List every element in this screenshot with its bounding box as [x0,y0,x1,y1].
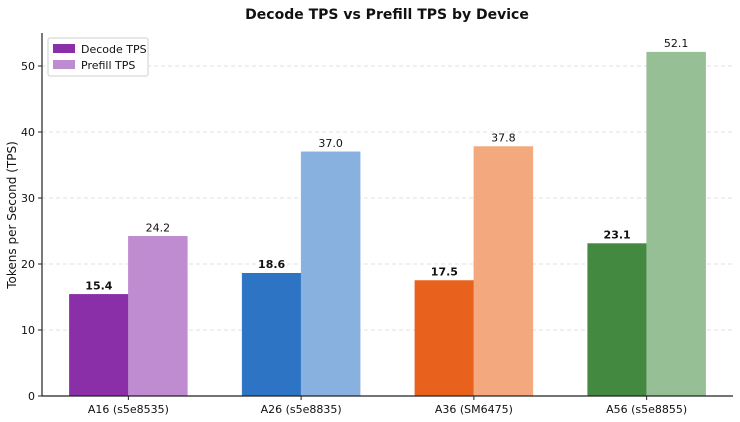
prefill-value-label: 24.2 [146,221,171,234]
bar-decode [241,272,302,397]
x-tick-label: A16 (s5e8535) [88,403,169,416]
prefill-value-label: 37.0 [318,137,343,150]
x-tick-label: A26 (s5e8835) [261,403,342,416]
y-tick-label: 40 [21,126,35,139]
value-labels: 15.4 24.2 18.6 37.0 17.5 37.8 23.1 52.1 [85,37,688,292]
y-axis-label: Tokens per Second (TPS) [5,141,19,289]
decode-value-label: 18.6 [258,258,285,271]
legend-label: Decode TPS [81,43,147,56]
legend-swatch [53,44,75,53]
x-tick-label: A36 (SM6475) [435,403,513,416]
decode-value-label: 23.1 [604,229,631,242]
y-tick-label: 20 [21,258,35,271]
prefill-value-label: 37.8 [491,132,516,145]
bar-decode [414,280,475,397]
legend: Decode TPS Prefill TPS [47,37,149,77]
y-tick-label: 50 [21,60,35,73]
chart-title: Decode TPS vs Prefill TPS by Device [245,7,529,23]
y-tick-label: 30 [21,192,35,205]
legend-label: Prefill TPS [81,59,135,72]
legend-swatch [53,60,75,69]
bar-prefill [646,51,706,397]
bar-decode [587,243,647,397]
decode-value-label: 15.4 [85,279,112,292]
bar-prefill [473,146,534,397]
decode-value-label: 17.5 [431,266,458,279]
prefill-value-label: 52.1 [664,37,689,50]
bar-prefill [300,151,361,397]
y-tick-label: 0 [28,390,35,403]
bar-decode [69,294,129,397]
bar-prefill [128,236,188,397]
x-tick-label: A56 (s5e8855) [606,403,687,416]
axes: 0 10 20 30 40 50 A16 (s5e8535) A26 (s5e8835) A36… [21,33,733,416]
bars [69,51,706,397]
y-tick-label: 10 [21,324,35,337]
